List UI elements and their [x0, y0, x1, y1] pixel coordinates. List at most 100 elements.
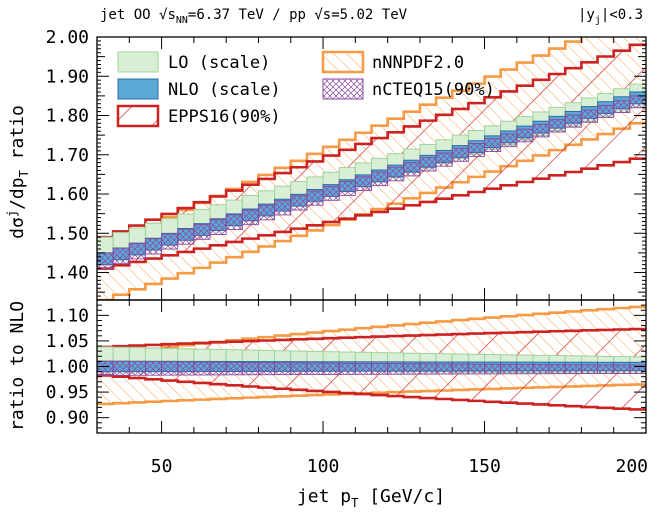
band-ncteq15-90-top-bin	[193, 223, 211, 240]
band-epps16-90-top-lower-edge	[97, 157, 646, 270]
chart-title-left: jet OO √sNN=6.37 TeV / pp √s=5.02 TeV	[100, 7, 408, 26]
band-ncteq15-90-ratio-bin	[112, 360, 130, 376]
band-ncteq15-90-top-bin	[613, 100, 631, 113]
band-ncteq15-90-top-bin	[580, 109, 599, 123]
band-ncteq15-90-top-bin	[403, 162, 421, 177]
top-y-tick-label: 2.00	[46, 27, 89, 48]
band-ncteq15-90-top-bin	[209, 219, 227, 235]
band-ncteq15-90-ratio-bin	[193, 361, 211, 376]
top-y-tick-label: 1.40	[46, 263, 89, 284]
x-tick-label: 50	[151, 456, 173, 477]
band-ncteq15-90-top-bin	[451, 147, 469, 162]
band-ncteq15-90-top-bin	[419, 157, 437, 172]
band-ncteq15-90-ratio-bin	[306, 362, 324, 375]
band-ncteq15-90-ratio-bin	[548, 364, 566, 375]
chart-title-right: |yj|<0.3	[578, 7, 643, 26]
legend-label-epps16: EPPS16(90%)	[168, 107, 281, 127]
band-ncteq15-90-ratio-bin	[97, 360, 114, 376]
band-ncteq15-90-top-bin	[225, 214, 243, 231]
band-ncteq15-90-top-bin	[516, 128, 534, 143]
band-ncteq15-90-top-bin	[128, 242, 146, 260]
band-ncteq15-90-ratio-bin	[209, 361, 227, 376]
band-ncteq15-90-top-bin	[177, 228, 195, 245]
band-ncteq15-90-top-bin	[500, 133, 518, 148]
legend-label-nlo: NLO (scale)	[168, 80, 281, 100]
band-ncteq15-90-ratio-bin	[484, 363, 502, 375]
band-ncteq15-90-ratio-bin	[564, 364, 582, 375]
legend-swatch-ncteq	[322, 78, 364, 100]
legend-label-ncteq: nCTEQ15(90%)	[372, 80, 495, 100]
band-ncteq15-90-ratio-bin	[161, 361, 179, 376]
bottom-y-tick-label: 0.95	[46, 382, 89, 403]
band-ncteq15-90-top-bin	[161, 233, 179, 250]
top-y-axis-label: dσj/dpT ratio	[5, 105, 31, 239]
band-ncteq15-90-top-bin	[144, 238, 163, 255]
band-ncteq15-90-ratio-bin	[387, 363, 405, 375]
top-y-tick-label: 1.50	[46, 223, 89, 244]
band-ncteq15-90-ratio-bin	[144, 361, 163, 376]
band-epps16-90-ratio-lower-edge	[97, 374, 646, 411]
bottom-y-tick-label: 1.00	[46, 357, 89, 378]
band-ncteq15-90-ratio-bin	[467, 363, 485, 375]
legend: LO (scale) NLO (scale) EPPS16(90%) nNNPD…	[116, 50, 495, 128]
band-ncteq15-90-top-bin	[274, 200, 292, 216]
band-ncteq15-90-top-bin	[387, 166, 405, 182]
bottom-panel-bands	[97, 305, 646, 411]
band-ncteq15-90-ratio-bin	[613, 364, 631, 374]
band-ncteq15-90-ratio-bin	[274, 362, 292, 376]
band-ncteq15-90-top-bin	[597, 104, 615, 118]
band-ncteq15-90-top-bin	[338, 181, 356, 196]
band-ncteq15-90-top-bin	[564, 114, 582, 128]
legend-label-lo: LO (scale)	[168, 53, 270, 73]
band-ncteq15-90-top-bin	[371, 171, 389, 187]
band-ncteq15-90-top-bin	[354, 176, 372, 192]
band-epps16-90-top-upper-edge	[97, 43, 646, 239]
bottom-y-axis-label: ratio to NLO	[7, 301, 28, 431]
band-ncteq15-90-ratio-bin	[258, 362, 276, 376]
bottom-y-tick-label: 1.10	[46, 305, 89, 326]
band-ncteq15-90-top-bin	[241, 209, 259, 226]
band-ncteq15-90-top-bin	[548, 119, 566, 133]
band-ncteq15-90-top-bin	[629, 95, 646, 109]
top-y-tick-label: 1.90	[46, 66, 89, 87]
band-ncteq15-90-ratio-bin	[403, 363, 421, 375]
axis-tick-labels: 1.40 1.50 1.60 1.70 1.80 1.90 2.00 0.90 0.95 1.00…	[46, 27, 648, 477]
top-y-tick-label: 1.80	[46, 106, 89, 127]
top-panel-bands	[97, 37, 646, 300]
x-tick-label: 200	[615, 456, 648, 477]
band-ncteq15-90-top-bin	[322, 185, 340, 201]
band-ncteq15-90-top-bin	[290, 195, 308, 211]
band-ncteq15-90-ratio-bin	[177, 361, 195, 376]
band-ncteq15-90-ratio-bin	[290, 362, 308, 376]
band-ncteq15-90-top-bin	[258, 204, 276, 221]
band-ncteq15-90-ratio-bin	[516, 363, 534, 375]
band-ncteq15-90-ratio-bin	[629, 364, 646, 374]
band-ncteq15-90-ratio-bin	[128, 361, 146, 376]
band-ncteq15-90-ratio-bin	[419, 363, 437, 375]
legend-swatch-nlo	[117, 78, 159, 100]
bottom-y-tick-label: 1.05	[46, 331, 89, 352]
band-ncteq15-90-ratio-bin	[338, 362, 356, 375]
band-ncteq15-90-ratio-bin	[532, 364, 550, 375]
x-tick-label: 150	[468, 456, 501, 477]
band-ncteq15-90-ratio-bin	[354, 362, 372, 375]
legend-label-nnnpdf: nNNPDF2.0	[372, 53, 464, 73]
axis-ticks	[96, 36, 647, 433]
band-epps16-90-ratio-upper-edge	[97, 327, 646, 349]
band-ncteq15-90-ratio-bin	[435, 363, 453, 375]
x-axis-label: jet pT [GeV/c]	[297, 486, 445, 510]
band-ncteq15-90-top-bin	[306, 190, 324, 206]
band-ncteq15-90-ratio-bin	[451, 363, 469, 375]
top-y-tick-label: 1.70	[46, 145, 89, 166]
top-y-tick-label: 1.60	[46, 184, 89, 205]
band-ncteq15-90-ratio-bin	[371, 362, 389, 375]
legend-swatch-nnnpdf	[321, 50, 365, 74]
band-ncteq15-90-ratio-bin	[241, 361, 259, 376]
legend-swatch-lo	[117, 51, 159, 73]
band-ncteq15-90-top-bin	[112, 247, 130, 265]
band-ncteq15-90-ratio-bin	[580, 364, 599, 375]
band-ncteq15-90-top-bin	[532, 123, 550, 138]
band-ncteq15-90-ratio-bin	[322, 362, 340, 375]
band-ncteq15-90-ratio-bin	[597, 364, 615, 374]
